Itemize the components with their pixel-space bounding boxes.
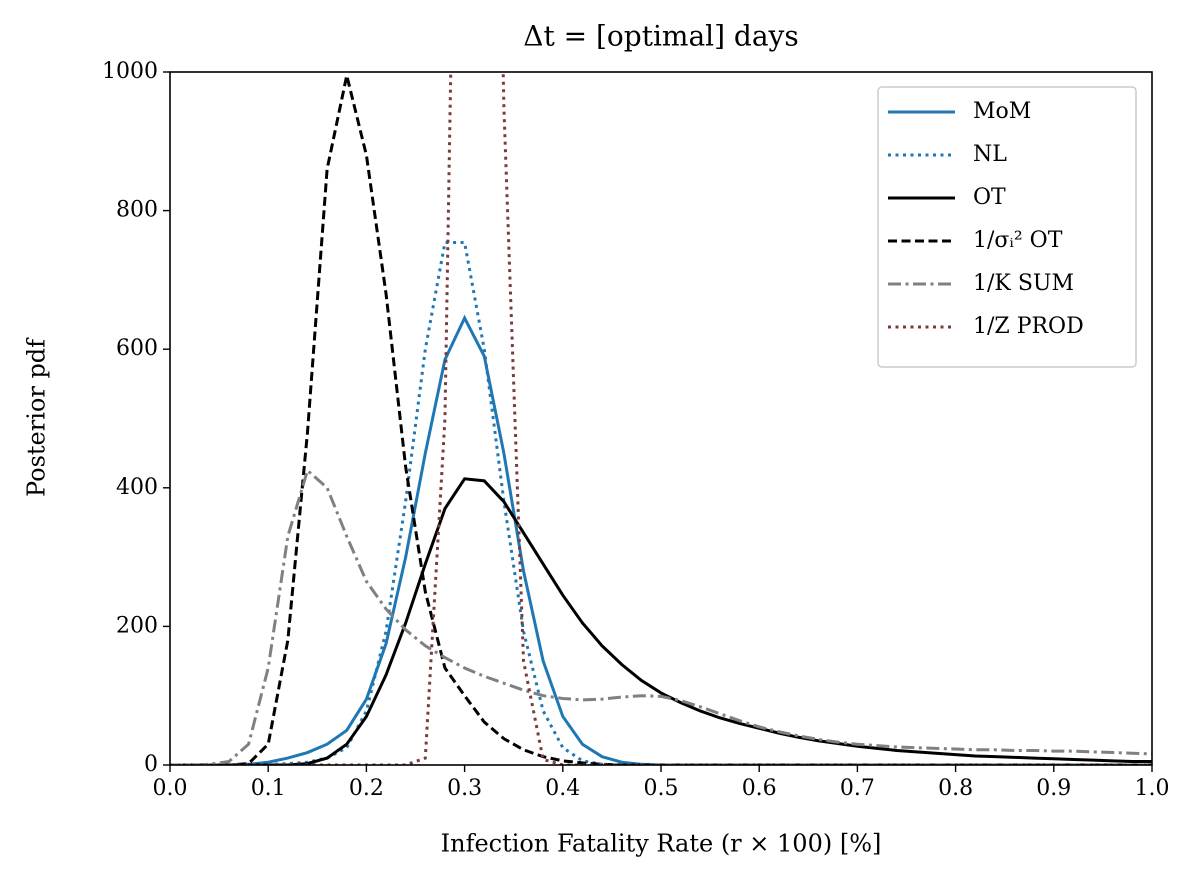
- x-tick-label: 1.0: [1135, 776, 1170, 801]
- plot-lines: [170, 72, 1152, 765]
- series-line: [170, 75, 1152, 765]
- x-tick-label: 0.2: [349, 776, 384, 801]
- legend-label: OT: [973, 185, 1006, 210]
- x-axis-label: Infection Fatality Rate (r × 100) [%]: [441, 830, 882, 858]
- x-tick-label: 0.3: [447, 776, 482, 801]
- x-tick-label: 0.8: [938, 776, 973, 801]
- chart-title: Δt = [optimal] days: [523, 20, 798, 53]
- y-tick-label: 600: [116, 336, 158, 361]
- x-tick-label: 0.7: [840, 776, 875, 801]
- series-line: [170, 477, 1152, 765]
- y-tick-label: 400: [116, 475, 158, 500]
- y-tick-label: 0: [144, 752, 158, 777]
- x-tick-label: 0.4: [545, 776, 580, 801]
- y-tick-label: 800: [116, 198, 158, 223]
- x-tick-label: 0.0: [153, 776, 188, 801]
- x-tick-label: 0.9: [1036, 776, 1071, 801]
- x-tick-label: 0.6: [742, 776, 777, 801]
- legend-label: 1/Z PROD: [973, 314, 1084, 339]
- series-line: [170, 467, 1152, 765]
- series-line: [170, 314, 1152, 765]
- legend-label: 1/σᵢ² OT: [973, 228, 1063, 253]
- legend-label: 1/K SUM: [973, 271, 1074, 296]
- y-tick-label: 200: [116, 613, 158, 638]
- x-tick-label: 0.5: [644, 776, 679, 801]
- legend-box: [877, 86, 1137, 368]
- y-tick-label: 1000: [102, 59, 158, 84]
- x-tick-label: 0.1: [251, 776, 286, 801]
- y-axis-label: Posterior pdf: [23, 337, 51, 497]
- legend-label: MoM: [973, 99, 1031, 124]
- legend-label: NL: [973, 142, 1007, 167]
